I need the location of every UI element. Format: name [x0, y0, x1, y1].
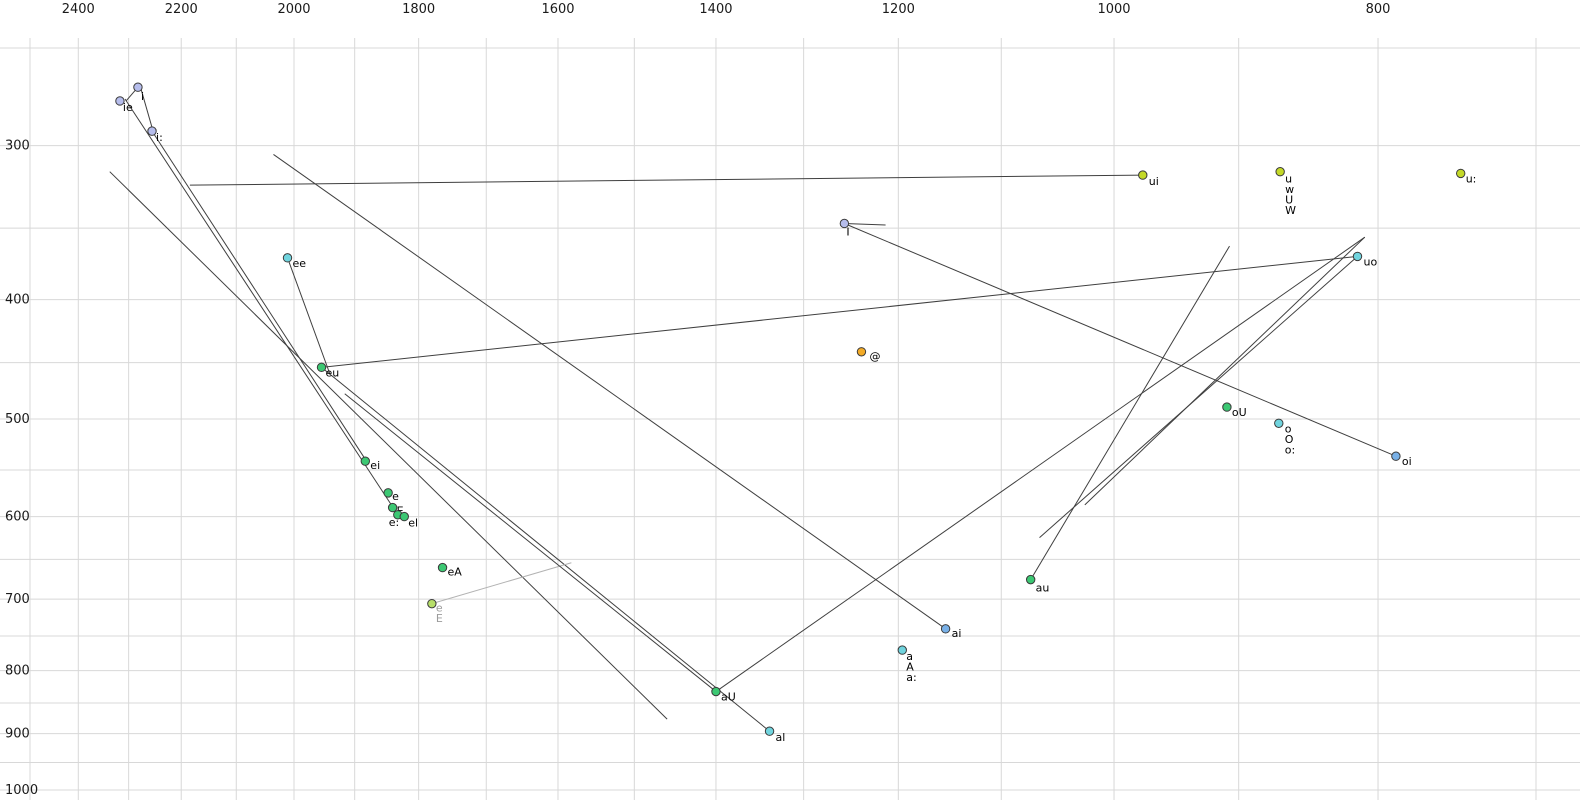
data-point-u-20: [1275, 167, 1285, 177]
point-label-a:: a:: [906, 671, 916, 684]
point-label-e: e: [436, 602, 443, 615]
point-label-aU: aU: [721, 691, 736, 704]
x-tick-label-2000: 2000: [277, 2, 310, 17]
y-tick-label-1000: 1000: [5, 783, 38, 798]
point-label-au: au: [1036, 582, 1050, 595]
point-label-al: al: [776, 731, 786, 744]
trajectory-line-6: [273, 154, 946, 630]
data-point-ee-3: [282, 253, 293, 263]
data-point-i:-2: [147, 126, 157, 136]
point-label-w: w: [1285, 183, 1294, 196]
point-label-i:: i:: [156, 131, 163, 144]
point-label-o:: o:: [1285, 443, 1295, 456]
trajectory-line-9: [1030, 245, 1230, 580]
point-label-ei: ei: [370, 459, 380, 472]
data-point-ui-19: [1138, 170, 1148, 180]
data-point-i-1: [133, 82, 143, 92]
trajectory-line-10: [1039, 256, 1358, 538]
trajectory-line-5: [189, 174, 1143, 186]
trajectory-line-8: [321, 366, 770, 732]
data-point-el-9: [399, 511, 409, 522]
data-point-oU-23: [1222, 402, 1232, 412]
trajectory-line-12: [321, 255, 1358, 368]
data-point-ai-14: [940, 624, 951, 634]
point-label-a: a: [906, 650, 913, 663]
point-label-u:: u:: [1466, 172, 1477, 185]
data-point-al-13: [764, 726, 775, 736]
point-label-e:: e:: [389, 516, 399, 529]
data-point-e-6: [383, 488, 393, 498]
y-tick-label-900: 900: [5, 727, 30, 742]
x-tick-label-2400: 2400: [62, 2, 95, 17]
point-label-ee: ee: [293, 257, 307, 270]
x-tick-label-1800: 1800: [402, 2, 435, 17]
point-label-I: I: [846, 225, 849, 238]
point-label-eu: eu: [326, 366, 340, 379]
data-point-E-7: [387, 502, 398, 513]
y-tick-label-500: 500: [5, 412, 30, 427]
point-label-eA: eA: [448, 566, 463, 579]
trajectory-line-16: [287, 257, 331, 375]
trajectory-line-13: [844, 223, 1397, 457]
data-point-aU-12: [711, 686, 721, 697]
point-label-E: E: [436, 612, 443, 625]
data-point-@-17: [856, 347, 867, 357]
point-label-u: u: [1285, 173, 1292, 186]
trajectory-line-7: [715, 236, 1366, 692]
point-label-el: el: [408, 517, 418, 530]
trajectory-line-1: [140, 89, 154, 130]
point-label-o: o: [1285, 422, 1292, 435]
point-label-uo: uo: [1363, 255, 1377, 268]
x-tick-label-2200: 2200: [165, 2, 198, 17]
point-label-oU: oU: [1232, 406, 1247, 419]
trajectory-line-4: [151, 130, 368, 463]
x-tick-label-1000: 1000: [1097, 2, 1130, 17]
trajectory-line-11: [1084, 236, 1366, 506]
data-point-a-15: [897, 645, 907, 655]
point-label-ui: ui: [1149, 175, 1159, 188]
trajectory-line-15: [431, 562, 572, 605]
point-label-i: i: [141, 90, 144, 103]
x-tick-label-1400: 1400: [699, 2, 732, 17]
point-label-U: U: [1285, 194, 1293, 207]
data-point-u:-21: [1456, 168, 1466, 179]
data-point-eu-4: [316, 362, 327, 373]
data-point-eA-10: [437, 562, 448, 573]
point-label-A: A: [906, 661, 914, 674]
x-tick-label-800: 800: [1366, 2, 1391, 17]
y-tick-label-600: 600: [5, 510, 30, 525]
data-point-I-18: [839, 218, 850, 229]
point-label-O: O: [1285, 433, 1294, 446]
y-tick-label-300: 300: [5, 139, 30, 154]
y-tick-label-400: 400: [5, 293, 30, 308]
y-tick-label-700: 700: [5, 592, 30, 607]
data-point-ei-5: [360, 456, 371, 466]
data-point-o-24: [1274, 418, 1284, 428]
x-tick-label-1200: 1200: [882, 2, 915, 17]
trajectory-line-2: [109, 171, 668, 720]
data-point-e-11: [427, 598, 437, 609]
point-label-oi: oi: [1402, 455, 1412, 468]
point-label-ai: ai: [952, 627, 962, 640]
data-point-uo-22: [1352, 251, 1363, 262]
x-tick-label-1600: 1600: [541, 2, 574, 17]
trajectory-line-3: [124, 98, 399, 516]
trajectory-line-14: [844, 222, 886, 226]
y-tick-label-800: 800: [5, 664, 30, 679]
data-point-oi-25: [1391, 451, 1401, 461]
data-point-au-16: [1025, 574, 1036, 585]
data-point-ie-0: [115, 96, 125, 106]
point-label-W: W: [1285, 204, 1296, 217]
point-label-e: e: [392, 490, 399, 503]
point-label-@: @: [869, 350, 880, 363]
trajectory-line-17: [344, 393, 717, 692]
point-label-ie: ie: [123, 101, 133, 114]
